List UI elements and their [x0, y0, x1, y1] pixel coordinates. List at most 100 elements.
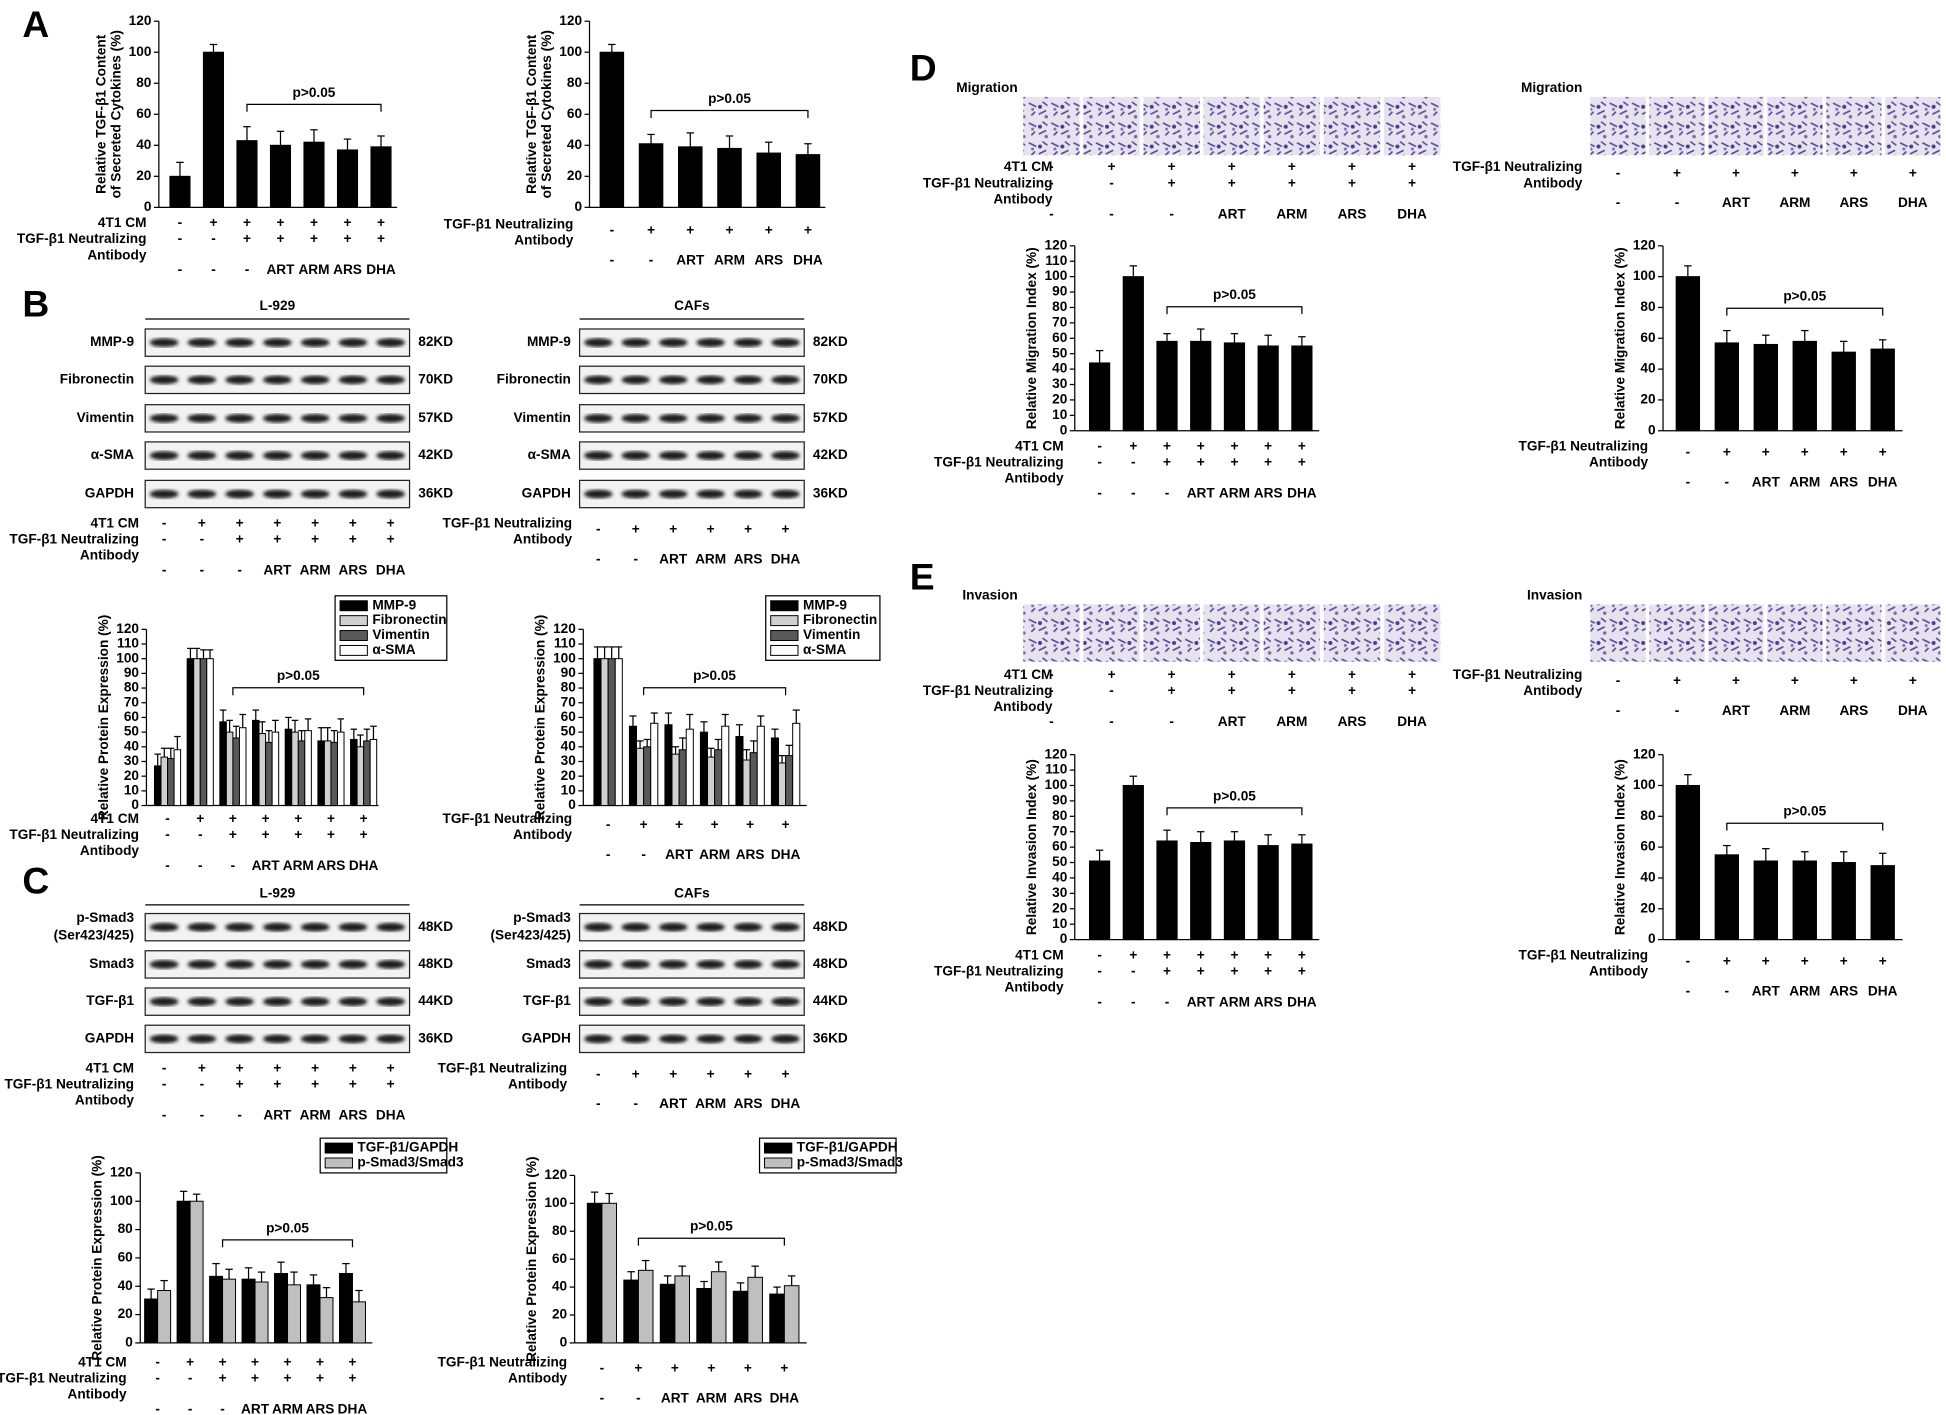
blot-band — [696, 451, 725, 460]
condition-cell: + — [311, 1076, 319, 1091]
bar — [643, 746, 652, 807]
blot-band — [376, 451, 406, 460]
condition-cell: DHA — [1397, 206, 1427, 221]
y-tick-label: 40 — [561, 738, 577, 753]
bar — [144, 1298, 159, 1344]
blot-band — [584, 997, 613, 1006]
blot-label: p-Smad3 — [76, 910, 134, 925]
y-tick-label: 90 — [561, 665, 577, 680]
condition-cell: + — [1408, 683, 1416, 698]
bar — [747, 1276, 763, 1344]
bar — [1156, 840, 1178, 941]
condition-cell: ARM — [1276, 714, 1307, 729]
blot-band — [187, 413, 217, 423]
blot-band — [263, 413, 292, 423]
blot-size: 70KD — [813, 371, 848, 386]
y-tick-label: 120 — [559, 13, 582, 28]
y-tick-label: 20 — [136, 168, 152, 183]
condition-cell: DHA — [1868, 474, 1898, 489]
bar — [241, 1278, 256, 1344]
condition-cell: - — [1725, 474, 1730, 489]
condition-cell: + — [1129, 438, 1137, 453]
condition-cell: + — [236, 1060, 244, 1075]
blot-band — [187, 960, 217, 969]
bar — [303, 141, 325, 208]
blot-band — [149, 489, 179, 499]
blot-band — [621, 375, 650, 385]
condition-cell: + — [1197, 947, 1205, 962]
condition-cell: - — [1049, 206, 1054, 221]
bar — [363, 740, 371, 807]
condition-cell: ARS — [317, 858, 346, 873]
condition-cell: + — [726, 223, 734, 238]
condition-cell: + — [1288, 667, 1296, 682]
condition-cell: + — [311, 1060, 319, 1075]
condition-cell: + — [1909, 673, 1917, 688]
condition-cell: + — [634, 1361, 642, 1376]
condition-label: Antibody — [508, 1076, 568, 1091]
micrograph — [1023, 96, 1080, 156]
condition-cell: ARM — [1219, 486, 1250, 501]
y-tick-label: 20 — [561, 768, 577, 783]
condition-cell: + — [1230, 438, 1238, 453]
annotation: p>0.05 — [1783, 804, 1826, 819]
condition-cell: DHA — [771, 847, 801, 862]
bar — [173, 749, 182, 807]
condition-label: 4T1 CM — [86, 1060, 135, 1075]
bar — [323, 740, 332, 807]
y-axis-label: Relative TGF-β1 Content — [93, 34, 108, 194]
condition-cell: + — [1129, 947, 1137, 962]
blot-size: 82KD — [418, 334, 453, 349]
bar — [1714, 342, 1740, 432]
condition-cell: + — [1879, 954, 1887, 969]
bar — [269, 144, 292, 208]
micrograph — [1767, 604, 1823, 662]
blot-band — [621, 489, 650, 499]
condition-cell: DHA — [1397, 714, 1427, 729]
condition-label: Antibody — [87, 247, 147, 262]
micrograph — [1323, 604, 1381, 662]
bar — [336, 149, 359, 208]
condition-cell: + — [360, 811, 368, 826]
condition-label: Antibody — [80, 843, 140, 858]
y-tick-label: 0 — [1648, 422, 1656, 437]
condition-label: TGF-β1 Neutralizing — [443, 811, 573, 826]
legend-swatch — [770, 644, 799, 656]
blot-band — [771, 489, 800, 499]
significance-bracket — [1726, 307, 1884, 316]
bar — [1190, 842, 1212, 941]
condition-cell: - — [211, 231, 216, 246]
bar — [336, 731, 345, 807]
y-tick-label: 0 — [1060, 422, 1068, 437]
y-tick-label: 80 — [1640, 808, 1656, 823]
condition-cell: + — [647, 223, 655, 238]
y-tick-label: 120 — [1633, 237, 1656, 252]
y-tick-label: 40 — [1052, 870, 1068, 885]
bar — [1156, 340, 1178, 432]
condition-cell: + — [1168, 159, 1176, 174]
significance-bracket — [1166, 807, 1303, 816]
condition-cell: ARS — [734, 1096, 763, 1111]
bar — [1792, 340, 1817, 432]
bar — [795, 154, 821, 208]
blot-band — [187, 922, 217, 932]
condition-cell: + — [327, 811, 335, 826]
condition-cell: + — [1163, 947, 1171, 962]
bar — [157, 1290, 172, 1344]
blot-strip — [578, 365, 805, 395]
blot-band — [300, 922, 330, 932]
condition-cell: + — [1108, 667, 1116, 682]
bar — [1831, 862, 1856, 941]
blot-band — [376, 489, 406, 499]
bar — [600, 658, 609, 807]
blot-band — [376, 338, 406, 347]
blot-size: 82KD — [813, 334, 848, 349]
y-tick-label: 40 — [1640, 361, 1656, 376]
condition-cell: - — [178, 215, 183, 230]
y-tick-label: 60 — [136, 106, 152, 121]
bar — [186, 658, 195, 807]
y-tick-label: 40 — [1052, 361, 1068, 376]
condition-cell: ARM — [699, 847, 730, 862]
blot-label: Fibronectin — [497, 371, 571, 386]
y-tick-label: 60 — [552, 1251, 568, 1266]
